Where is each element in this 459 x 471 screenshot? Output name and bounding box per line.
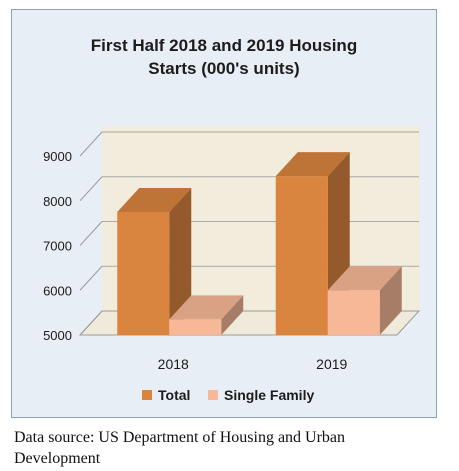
bar-face <box>169 319 222 335</box>
bar-face <box>275 176 328 335</box>
y-tick-label: 6000 <box>43 283 72 298</box>
chart-title: First Half 2018 and 2019 Housing Starts … <box>90 36 358 78</box>
caption-line-2: Development <box>14 450 101 467</box>
bar-face <box>169 187 192 335</box>
legend-label: Total <box>158 387 191 403</box>
bar-face <box>117 187 192 212</box>
y-tick-label: 5000 <box>43 328 72 343</box>
bar-face <box>327 266 402 291</box>
bar-face <box>117 211 170 335</box>
x-tick-label: 2018 <box>158 356 189 372</box>
y-tick-label: 9000 <box>43 149 72 164</box>
gridline-side <box>79 131 103 157</box>
bar-face <box>327 290 380 335</box>
bar-total-2018 <box>117 187 192 335</box>
x-tick-label: 2019 <box>316 356 347 372</box>
y-tick-label: 8000 <box>43 194 72 209</box>
legend-swatch <box>142 390 152 400</box>
caption-line-1: Data source: US Department of Housing an… <box>14 429 346 446</box>
legend-item-total: Total <box>142 387 190 403</box>
bar-face <box>221 295 244 335</box>
data-source-caption: Data source: US Department of Housing an… <box>14 427 434 469</box>
bar-face <box>379 266 402 335</box>
bar-face <box>169 295 244 320</box>
legend: Total Single Family <box>12 387 436 405</box>
gridline-side <box>79 176 103 202</box>
gridline-side <box>79 310 103 336</box>
legend-label: Single Family <box>224 387 315 403</box>
chart-figure: First Half 2018 and 2019 Housing Starts … <box>11 9 437 418</box>
plot-area: 5000 6000 7000 8000 9000 2018 2019 <box>43 126 421 372</box>
gridline-side <box>79 221 103 246</box>
y-tick-label: 7000 <box>43 239 72 254</box>
bar-single-family-2018 <box>169 295 244 335</box>
bar-face <box>275 152 350 177</box>
legend-item-single-family: Single Family <box>208 387 314 403</box>
bar-single-family-2019 <box>327 266 402 335</box>
gridline-side <box>79 265 103 291</box>
legend-swatch <box>208 390 218 400</box>
